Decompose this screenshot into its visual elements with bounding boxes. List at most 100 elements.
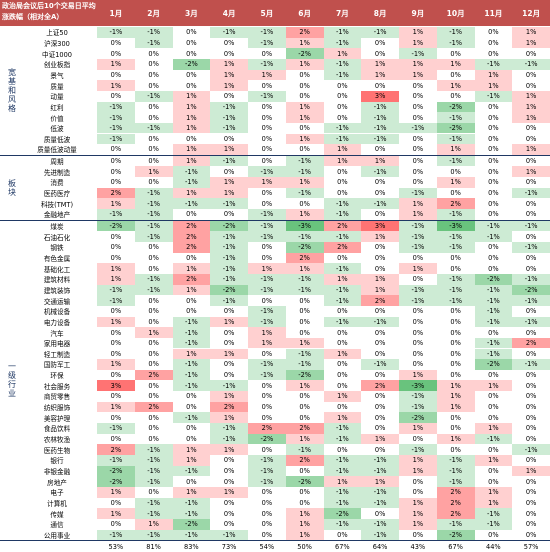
heat-cell: -1% [210,295,248,306]
heat-cell: 1% [285,177,324,188]
heat-cell: -3% [285,220,324,232]
month-header: 10月 [446,8,465,18]
row-label: 景气 [50,71,64,80]
heat-cell: 0% [474,412,513,424]
heat-cell: 0% [512,209,550,220]
heat-cell: 1% [285,101,324,113]
heat-cell: 0% [512,455,550,466]
heat-cell: 0% [97,518,135,530]
heat-cell: 0% [210,465,248,477]
row-label: 环保 [50,372,64,381]
heat-cell: -1% [172,369,211,381]
heat-cell: -1% [134,455,173,466]
heat-cell: 0% [172,27,211,38]
heat-cell: 2% [512,337,550,349]
heat-cell: 2% [285,455,324,466]
footer-win-rate: 67% [448,542,463,551]
heat-cell: 1% [172,155,211,167]
heat-cell: 0% [97,48,135,59]
heat-cell: 0% [323,529,362,541]
footer-win-rate: 83% [184,542,199,551]
heat-cell: 1% [361,231,399,242]
heat-cell: 0% [210,37,248,49]
heat-cell: 0% [323,401,362,413]
row-label: 价值 [50,114,64,123]
heat-cell: 0% [512,423,550,434]
heat-cell: 0% [474,187,513,199]
heat-cell: 0% [323,166,362,178]
heat-cell: 0% [361,401,399,413]
heat-cell: 0% [97,497,135,509]
heat-cell: -1% [436,284,475,296]
heat-cell: -1% [172,316,211,328]
heat-cell: 0% [285,305,324,317]
heat-cell: 0% [248,155,286,167]
heat-cell: 1% [97,359,135,370]
heat-cell: -1% [323,284,362,296]
heat-cell: 2% [134,401,173,413]
heat-cell: -1% [172,380,211,392]
heat-cell: 0% [399,101,437,113]
row-label: 建筑装饰 [43,286,71,295]
row-label: 动量 [50,93,64,102]
heat-cell: 0% [134,337,173,349]
heat-cell: -1% [134,122,173,134]
heat-cell: 0% [512,433,550,445]
heat-cell: 0% [134,412,173,424]
heat-cell: 0% [210,133,248,145]
heat-cell: 0% [474,252,513,264]
heat-cell: -1% [399,187,437,199]
heat-cell: -1% [134,90,173,102]
heat-cell: 0% [399,327,437,338]
heat-cell: 0% [436,316,475,328]
row-label: 有色金属 [43,254,71,263]
heat-cell: 0% [172,423,211,434]
heat-cell: 1% [172,263,211,274]
heat-cell: 0% [248,508,286,519]
heat-cell: 0% [97,252,135,264]
heat-cell: -1% [399,220,437,232]
heat-cell: -1% [97,529,135,541]
heat-cell: -1% [323,518,362,530]
heat-cell: -1% [512,444,550,455]
heat-cell: 1% [172,101,211,113]
row-label: 质量低波 [43,135,71,144]
heat-cell: 0% [399,337,437,349]
heat-cell: 1% [474,497,513,509]
heat-cell: 0% [512,508,550,519]
heat-cell: 0% [248,486,286,498]
heat-cell: -1% [134,209,173,220]
heat-cell: 0% [172,305,211,317]
heat-cell: -1% [399,284,437,296]
heat-cell: 0% [399,177,437,188]
heat-cell: 0% [210,90,248,102]
heat-cell: 1% [399,518,437,530]
heat-cell: 0% [512,327,550,338]
heat-cell: -2% [248,433,286,445]
heat-cell: -1% [210,198,248,210]
heat-cell: 0% [399,486,437,498]
heat-cell: 0% [248,122,286,134]
heat-cell: 1% [323,155,362,167]
heat-cell: -1% [361,455,399,466]
heat-cell: 0% [361,144,399,155]
heat-cell: 0% [399,316,437,328]
heat-cell: 0% [323,80,362,91]
heat-cell: 1% [436,380,475,392]
heat-cell: 0% [474,476,513,487]
heat-cell: 3% [361,220,399,232]
heat-cell: -1% [361,112,399,123]
heat-cell: 0% [512,122,550,134]
heat-cell: 0% [361,263,399,274]
heat-cell: 0% [97,144,135,155]
heat-cell: 1% [474,69,513,81]
heat-cell: 0% [399,166,437,178]
heat-cell: 0% [285,80,324,91]
heat-cell: 0% [436,423,475,434]
heat-cell: 0% [248,497,286,509]
heat-cell: -1% [512,316,550,328]
heat-cell: 0% [361,508,399,519]
footer-win-rate: 57% [523,542,539,551]
heat-cell: 0% [285,69,324,81]
